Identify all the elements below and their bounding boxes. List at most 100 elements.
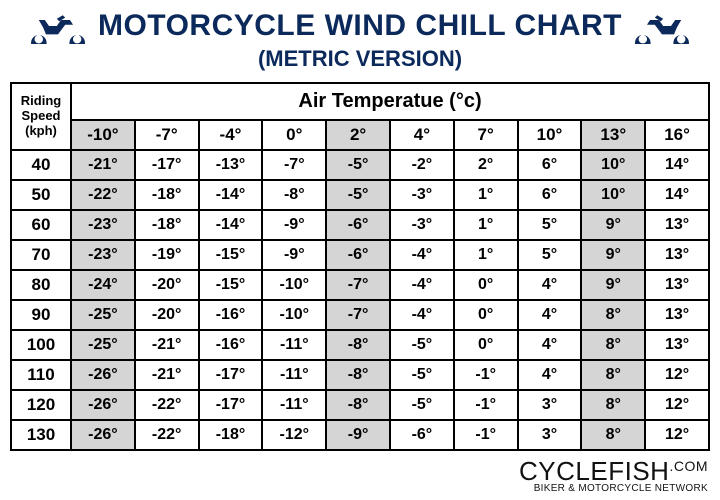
value-cell: 13°	[645, 300, 709, 330]
chart-header: MOTORCYCLE WIND CHILL CHART (METRIC VERS…	[0, 0, 720, 76]
speed-header-line: (kph)	[25, 123, 57, 138]
table-row: 100-25°-21°-16°-11°-8°-5°0°4°8°13°	[11, 330, 709, 360]
brand-logo: CYCLEFISH.COM	[519, 460, 708, 483]
value-cell: -9°	[262, 240, 326, 270]
value-cell: -15°	[199, 270, 263, 300]
value-cell: 12°	[645, 360, 709, 390]
speed-cell: 130	[11, 420, 71, 450]
value-cell: 0°	[454, 270, 518, 300]
table-row: 110-26°-21°-17°-11°-8°-5°-1°4°8°12°	[11, 360, 709, 390]
speed-cell: 80	[11, 270, 71, 300]
value-cell: 3°	[518, 390, 582, 420]
table-row: 50-22°-18°-14°-8°-5°-3°1°6°10°14°	[11, 180, 709, 210]
value-cell: -6°	[390, 420, 454, 450]
value-cell: -22°	[135, 420, 199, 450]
value-cell: 8°	[581, 390, 645, 420]
value-cell: 6°	[518, 180, 582, 210]
value-cell: 8°	[581, 330, 645, 360]
value-cell: -26°	[71, 360, 135, 390]
value-cell: -5°	[326, 150, 390, 180]
value-cell: -23°	[71, 210, 135, 240]
value-cell: 5°	[518, 210, 582, 240]
value-cell: 12°	[645, 390, 709, 420]
value-cell: -18°	[135, 180, 199, 210]
temp-column-header: -10°	[71, 120, 135, 150]
value-cell: -10°	[262, 270, 326, 300]
value-cell: 9°	[581, 270, 645, 300]
value-cell: -20°	[135, 270, 199, 300]
value-cell: 13°	[645, 270, 709, 300]
value-cell: 4°	[518, 300, 582, 330]
value-cell: -16°	[199, 330, 263, 360]
value-cell: -25°	[71, 300, 135, 330]
table-row: 120-26°-22°-17°-11°-8°-5°-1°3°8°12°	[11, 390, 709, 420]
value-cell: -5°	[390, 330, 454, 360]
value-cell: -2°	[390, 150, 454, 180]
value-cell: -4°	[390, 270, 454, 300]
table-row: 70-23°-19°-15°-9°-6°-4°1°5°9°13°	[11, 240, 709, 270]
value-cell: -10°	[262, 300, 326, 330]
temp-column-header: -4°	[199, 120, 263, 150]
table-body: 40-21°-17°-13°-7°-5°-2°2°6°10°14°50-22°-…	[11, 150, 709, 450]
speed-cell: 50	[11, 180, 71, 210]
temp-column-header: 13°	[581, 120, 645, 150]
motorcycle-icon	[28, 8, 88, 44]
value-cell: -9°	[262, 210, 326, 240]
value-cell: 2°	[454, 150, 518, 180]
value-cell: -4°	[390, 300, 454, 330]
value-cell: -5°	[390, 390, 454, 420]
value-cell: -17°	[199, 390, 263, 420]
value-cell: 8°	[581, 360, 645, 390]
value-cell: 13°	[645, 330, 709, 360]
value-cell: -21°	[135, 360, 199, 390]
value-cell: -6°	[326, 240, 390, 270]
speed-cell: 120	[11, 390, 71, 420]
value-cell: -11°	[262, 330, 326, 360]
value-cell: -1°	[454, 390, 518, 420]
table-row: 130-26°-22°-18°-12°-9°-6°-1°3°8°12°	[11, 420, 709, 450]
brand-tagline: BIKER & MOTORCYCLE NETWORK	[519, 483, 708, 494]
value-cell: -8°	[326, 390, 390, 420]
speed-header-line: Speed	[21, 108, 60, 123]
air-temp-header: Air Temperatue (°c)	[71, 83, 709, 120]
table-row: 90-25°-20°-16°-10°-7°-4°0°4°8°13°	[11, 300, 709, 330]
value-cell: 8°	[581, 420, 645, 450]
speed-cell: 70	[11, 240, 71, 270]
table-row: 60-23°-18°-14°-9°-6°-3°1°5°9°13°	[11, 210, 709, 240]
page-title: MOTORCYCLE WIND CHILL CHART	[98, 9, 622, 43]
temp-column-header: 4°	[390, 120, 454, 150]
value-cell: -4°	[390, 240, 454, 270]
value-cell: -20°	[135, 300, 199, 330]
title-row: MOTORCYCLE WIND CHILL CHART	[0, 8, 720, 44]
value-cell: -21°	[71, 150, 135, 180]
value-cell: 14°	[645, 180, 709, 210]
speed-cell: 100	[11, 330, 71, 360]
speed-header: Riding Speed (kph)	[11, 83, 71, 150]
value-cell: -15°	[199, 240, 263, 270]
value-cell: -18°	[135, 210, 199, 240]
value-cell: 4°	[518, 330, 582, 360]
value-cell: -17°	[199, 360, 263, 390]
motorcycle-icon	[632, 8, 692, 44]
value-cell: -23°	[71, 240, 135, 270]
value-cell: -22°	[71, 180, 135, 210]
value-cell: -18°	[199, 420, 263, 450]
value-cell: 8°	[581, 300, 645, 330]
wind-chill-table: Riding Speed (kph) Air Temperatue (°c) -…	[10, 82, 710, 451]
value-cell: -25°	[71, 330, 135, 360]
table-row: 80-24°-20°-15°-10°-7°-4°0°4°9°13°	[11, 270, 709, 300]
value-cell: 1°	[454, 210, 518, 240]
brand-tld: .COM	[669, 458, 708, 474]
value-cell: -24°	[71, 270, 135, 300]
value-cell: -26°	[71, 420, 135, 450]
value-cell: 10°	[581, 180, 645, 210]
value-cell: -3°	[390, 210, 454, 240]
value-cell: 12°	[645, 420, 709, 450]
value-cell: -8°	[262, 180, 326, 210]
value-cell: 9°	[581, 210, 645, 240]
temp-columns-row: -10°-7°-4°0°2°4°7°10°13°16°	[11, 120, 709, 150]
speed-cell: 40	[11, 150, 71, 180]
value-cell: 1°	[454, 240, 518, 270]
table-row: 40-21°-17°-13°-7°-5°-2°2°6°10°14°	[11, 150, 709, 180]
value-cell: -7°	[326, 270, 390, 300]
